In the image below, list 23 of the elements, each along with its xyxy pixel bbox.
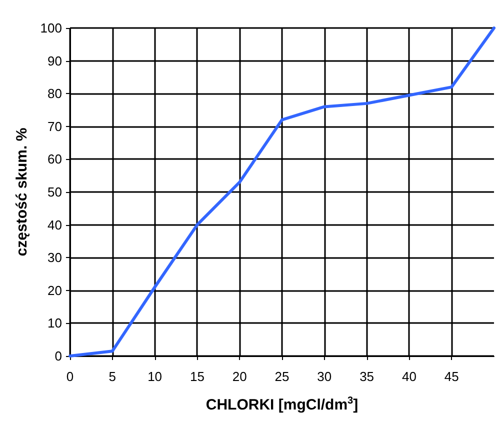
y-tick-label: 60 <box>48 152 62 167</box>
y-tick-label: 0 <box>54 348 62 364</box>
y-tick-label: 20 <box>48 282 62 298</box>
y-tick-label: 30 <box>48 250 62 266</box>
x-tick-label: 40 <box>402 369 416 384</box>
x-tick-label: 10 <box>148 369 162 384</box>
line-series <box>68 26 496 358</box>
y-tick-label: 90 <box>48 53 62 68</box>
x-tick-label: 35 <box>360 369 374 384</box>
y-tick-label: 40 <box>48 217 62 232</box>
x-tick-label: 20 <box>232 369 247 384</box>
x-tick-label: 30 <box>317 369 332 384</box>
y-tick-label: 50 <box>48 184 62 200</box>
x-tick-label: 5 <box>108 369 116 384</box>
y-tick-label: 10 <box>48 316 62 331</box>
x-tick-label: 15 <box>190 369 204 384</box>
y-tick-label: 100 <box>40 20 62 36</box>
y-tick-label: 80 <box>48 86 62 102</box>
x-tick-label: 25 <box>274 369 290 384</box>
x-tick-label: 0 <box>66 369 74 384</box>
y-tick-label: 70 <box>48 118 62 134</box>
y-axis-title: częstość skum. % <box>13 128 30 256</box>
x-tick-label: 45 <box>444 369 459 384</box>
